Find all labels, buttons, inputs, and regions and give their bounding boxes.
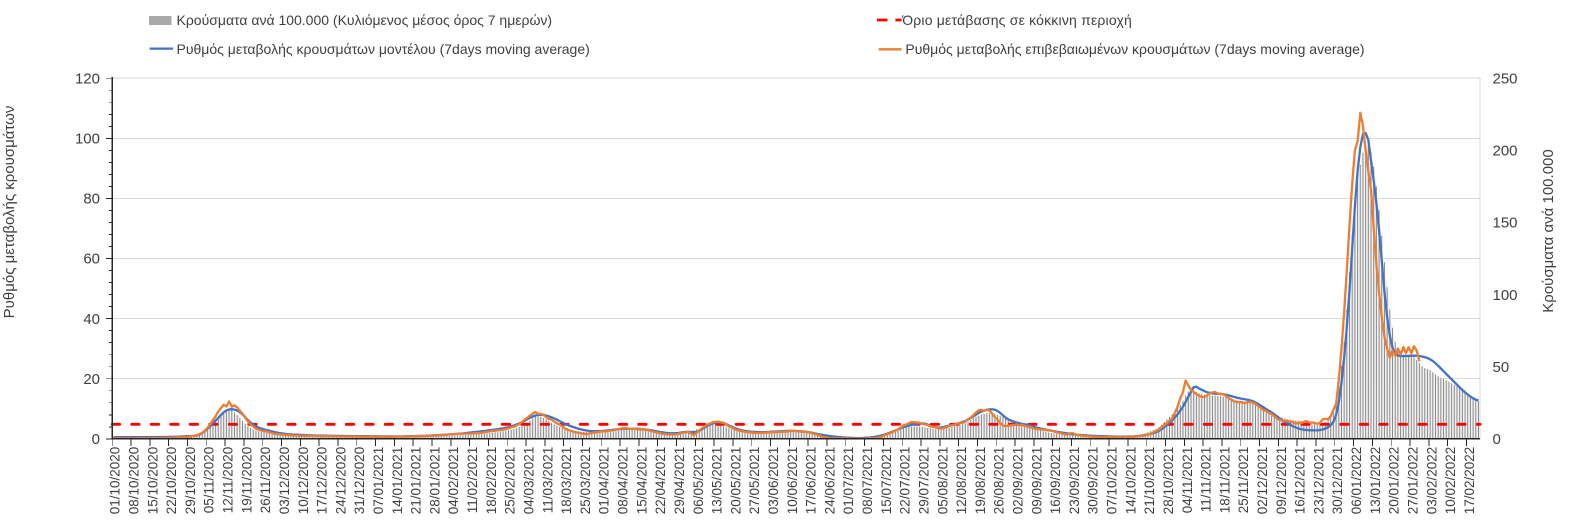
svg-text:100: 100 — [1493, 287, 1518, 304]
svg-text:11/02/2021: 11/02/2021 — [465, 447, 480, 514]
svg-text:09/12/2021: 09/12/2021 — [1274, 447, 1289, 515]
svg-text:19/08/2021: 19/08/2021 — [973, 447, 988, 515]
svg-text:10/02/2022: 10/02/2022 — [1443, 447, 1458, 515]
svg-text:06/01/2022: 06/01/2022 — [1349, 447, 1364, 515]
svg-text:05/11/2020: 05/11/2020 — [202, 447, 217, 514]
svg-text:26/08/2021: 26/08/2021 — [992, 447, 1007, 515]
svg-text:29/04/2021: 29/04/2021 — [672, 447, 687, 515]
svg-text:07/01/2021: 07/01/2021 — [371, 447, 386, 515]
svg-text:17/12/2020: 17/12/2020 — [315, 447, 330, 515]
svg-text:01/07/2021: 01/07/2021 — [841, 447, 856, 515]
svg-text:12/08/2021: 12/08/2021 — [954, 447, 969, 515]
svg-text:01/04/2021: 01/04/2021 — [597, 447, 612, 515]
svg-text:31/12/2020: 31/12/2020 — [352, 447, 367, 515]
svg-text:20/01/2022: 20/01/2022 — [1387, 447, 1402, 515]
svg-text:80: 80 — [83, 191, 100, 208]
svg-text:18/02/2021: 18/02/2021 — [484, 447, 499, 515]
svg-text:03/02/2022: 03/02/2022 — [1424, 447, 1439, 515]
svg-text:Όριο μετάβασης σε κόκκινη περι: Όριο μετάβασης σε κόκκινη περιοχή — [901, 12, 1132, 28]
svg-text:16/09/2021: 16/09/2021 — [1048, 447, 1063, 515]
svg-text:22/10/2020: 22/10/2020 — [164, 447, 179, 515]
svg-text:Ρυθμός μεταβολής κρουσμάτων μο: Ρυθμός μεταβολής κρουσμάτων μοντέλου (7d… — [177, 41, 590, 57]
svg-text:10/12/2020: 10/12/2020 — [296, 447, 311, 515]
svg-text:100: 100 — [75, 131, 100, 148]
svg-text:16/12/2021: 16/12/2021 — [1293, 447, 1308, 515]
svg-text:15/04/2021: 15/04/2021 — [634, 447, 649, 515]
svg-text:18/11/2021: 18/11/2021 — [1217, 447, 1232, 514]
svg-text:02/12/2021: 02/12/2021 — [1255, 447, 1270, 515]
svg-text:24/06/2021: 24/06/2021 — [822, 447, 837, 515]
svg-text:150: 150 — [1493, 215, 1518, 232]
svg-text:20/05/2021: 20/05/2021 — [728, 447, 743, 515]
svg-text:13/05/2021: 13/05/2021 — [710, 447, 725, 515]
svg-text:25/03/2021: 25/03/2021 — [578, 447, 593, 515]
svg-text:04/03/2021: 04/03/2021 — [522, 447, 537, 515]
svg-text:Κρούσματα ανά 100.000 (Κυλιόμε: Κρούσματα ανά 100.000 (Κυλιόμενος μέσος … — [177, 12, 553, 28]
svg-text:22/04/2021: 22/04/2021 — [653, 447, 668, 515]
svg-text:03/06/2021: 03/06/2021 — [766, 447, 781, 515]
svg-text:17/06/2021: 17/06/2021 — [804, 447, 819, 515]
svg-text:30/09/2021: 30/09/2021 — [1086, 447, 1101, 515]
svg-text:06/05/2021: 06/05/2021 — [691, 447, 706, 515]
svg-text:01/10/2020: 01/10/2020 — [108, 447, 123, 515]
svg-text:19/11/2020: 19/11/2020 — [239, 447, 254, 514]
svg-text:27/01/2022: 27/01/2022 — [1406, 447, 1421, 515]
svg-text:50: 50 — [1493, 359, 1510, 376]
svg-text:13/01/2022: 13/01/2022 — [1368, 447, 1383, 515]
svg-text:08/07/2021: 08/07/2021 — [860, 447, 875, 515]
svg-text:26/11/2020: 26/11/2020 — [258, 447, 273, 514]
svg-text:04/02/2021: 04/02/2021 — [446, 447, 461, 515]
svg-text:15/10/2020: 15/10/2020 — [145, 447, 160, 515]
svg-text:21/10/2021: 21/10/2021 — [1142, 447, 1157, 515]
svg-text:60: 60 — [83, 251, 100, 268]
svg-text:09/09/2021: 09/09/2021 — [1029, 447, 1044, 515]
svg-text:29/10/2020: 29/10/2020 — [183, 447, 198, 515]
svg-text:23/09/2021: 23/09/2021 — [1067, 447, 1082, 515]
svg-text:21/01/2021: 21/01/2021 — [409, 447, 424, 515]
svg-text:22/07/2021: 22/07/2021 — [898, 447, 913, 515]
svg-text:04/11/2021: 04/11/2021 — [1180, 447, 1195, 514]
svg-text:30/12/2021: 30/12/2021 — [1330, 447, 1345, 515]
svg-text:23/12/2021: 23/12/2021 — [1311, 447, 1326, 515]
svg-text:10/06/2021: 10/06/2021 — [785, 447, 800, 515]
svg-text:Ρυθμός μεταβολής επιβεβαιωμένω: Ρυθμός μεταβολής επιβεβαιωμένων κρουσμάτ… — [905, 41, 1364, 57]
svg-text:28/01/2021: 28/01/2021 — [427, 447, 442, 515]
svg-text:25/02/2021: 25/02/2021 — [503, 447, 518, 515]
svg-text:40: 40 — [83, 311, 100, 328]
svg-text:250: 250 — [1493, 70, 1518, 87]
svg-text:07/10/2021: 07/10/2021 — [1105, 447, 1120, 515]
svg-text:08/04/2021: 08/04/2021 — [616, 447, 631, 515]
svg-text:02/09/2021: 02/09/2021 — [1011, 447, 1026, 515]
svg-text:24/12/2020: 24/12/2020 — [333, 447, 348, 515]
svg-text:08/10/2020: 08/10/2020 — [127, 447, 142, 515]
svg-text:12/11/2020: 12/11/2020 — [221, 447, 236, 514]
svg-text:Ρυθμός μεταβολής κρουσμάτων: Ρυθμός μεταβολής κρουσμάτων — [1, 106, 18, 319]
svg-text:0: 0 — [1493, 431, 1501, 448]
svg-text:20: 20 — [83, 371, 100, 388]
svg-text:29/07/2021: 29/07/2021 — [917, 447, 932, 515]
svg-text:0: 0 — [92, 431, 100, 448]
svg-text:28/10/2021: 28/10/2021 — [1161, 447, 1176, 515]
svg-text:17/02/2022: 17/02/2022 — [1462, 447, 1477, 515]
svg-text:27/05/2021: 27/05/2021 — [747, 447, 762, 515]
svg-text:05/08/2021: 05/08/2021 — [935, 447, 950, 515]
svg-text:25/11/2021: 25/11/2021 — [1236, 447, 1251, 514]
svg-text:120: 120 — [75, 70, 100, 87]
svg-text:14/01/2021: 14/01/2021 — [390, 447, 405, 515]
svg-text:11/03/2021: 11/03/2021 — [540, 447, 555, 514]
svg-text:14/10/2021: 14/10/2021 — [1123, 447, 1138, 515]
svg-text:03/12/2020: 03/12/2020 — [277, 447, 292, 515]
svg-text:Κρούσματα ανά 100.000: Κρούσματα ανά 100.000 — [1540, 149, 1557, 312]
svg-text:18/03/2021: 18/03/2021 — [559, 447, 574, 515]
svg-text:11/11/2021: 11/11/2021 — [1199, 447, 1214, 513]
svg-text:15/07/2021: 15/07/2021 — [879, 447, 894, 515]
svg-text:200: 200 — [1493, 143, 1518, 160]
